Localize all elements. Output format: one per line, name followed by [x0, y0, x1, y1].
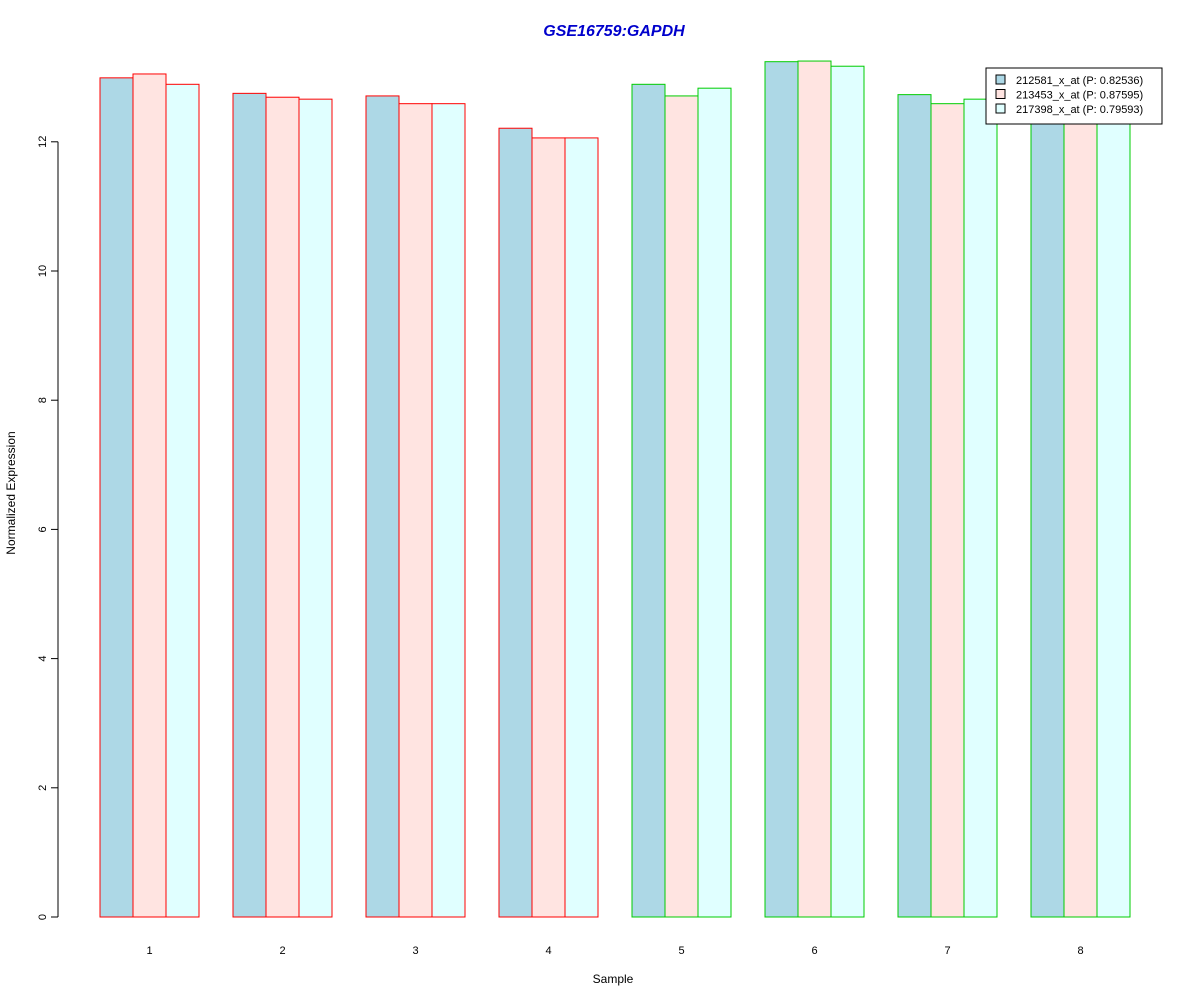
y-tick-label: 10: [37, 265, 49, 277]
y-tick-label: 0: [37, 914, 49, 920]
bar-sample-5-series-2: [664, 95, 699, 918]
bar-sample-1-series-1: [99, 77, 134, 918]
legend-label: 213453_x_at (P: 0.87595): [1016, 89, 1143, 101]
bar-sample-6-series-2: [797, 60, 832, 918]
y-axis: 0 2 4 6 8 10 12: [37, 136, 59, 920]
y-tick-label: 6: [37, 526, 49, 532]
y-tick-label: 4: [37, 656, 49, 662]
x-tick-label: 3: [412, 945, 418, 957]
legend-label: 217398_x_at (P: 0.79593): [1016, 104, 1143, 116]
bar-sample-3-series-2: [398, 103, 433, 918]
x-tick-label: 8: [1077, 945, 1083, 957]
y-tick-label: 8: [37, 397, 49, 403]
bar-sample-8-series-1: [1030, 116, 1065, 918]
legend-label: 212581_x_at (P: 0.82536): [1016, 75, 1143, 87]
bar-sample-4-series-1: [498, 127, 533, 918]
y-tick-label: 2: [37, 785, 49, 791]
bar-sample-2-series-3: [298, 98, 333, 918]
bar-sample-6-series-3: [830, 65, 865, 918]
bar-sample-1-series-3: [165, 83, 200, 918]
legend: 212581_x_at (P: 0.82536) 213453_x_at (P: …: [985, 67, 1163, 125]
bar-sample-8-series-2: [1063, 120, 1098, 918]
x-tick-label: 5: [678, 945, 684, 957]
x-tick-label: 7: [944, 945, 950, 957]
x-tick-label: 4: [545, 945, 551, 957]
bar-sample-7-series-3: [963, 98, 998, 918]
bar-sample-4-series-3: [564, 137, 599, 918]
y-axis-label: Normalized Expression: [4, 431, 18, 554]
bar-sample-7-series-1: [897, 94, 932, 918]
bar-sample-2-series-2: [265, 96, 300, 918]
legend-swatch: [995, 74, 1006, 85]
bar-sample-5-series-3: [697, 87, 732, 918]
legend-swatch: [995, 103, 1006, 114]
chart-title: GSE16759:GAPDH: [543, 23, 685, 40]
bar-sample-3-series-3: [431, 103, 466, 918]
y-tick-label: 12: [37, 136, 49, 148]
bar-sample-8-series-3: [1096, 118, 1131, 918]
x-axis-label: Sample: [593, 972, 634, 986]
bar-sample-7-series-2: [930, 103, 965, 918]
x-tick-label: 6: [811, 945, 817, 957]
bar-sample-5-series-1: [631, 83, 666, 918]
bar-sample-2-series-1: [232, 92, 267, 918]
x-tick-label: 2: [279, 945, 285, 957]
legend-swatch: [995, 89, 1006, 99]
bar-sample-1-series-2: [132, 73, 167, 918]
x-tick-label: 1: [146, 945, 152, 957]
bar-sample-4-series-2: [531, 137, 566, 918]
bar-sample-3-series-1: [365, 95, 400, 918]
legend-box: [985, 67, 1163, 125]
x-tick-labels: 1 2 3 4 5 6 7 8: [146, 945, 1083, 957]
bar-sample-6-series-1: [764, 61, 799, 918]
bar-group-container: [99, 60, 1131, 918]
